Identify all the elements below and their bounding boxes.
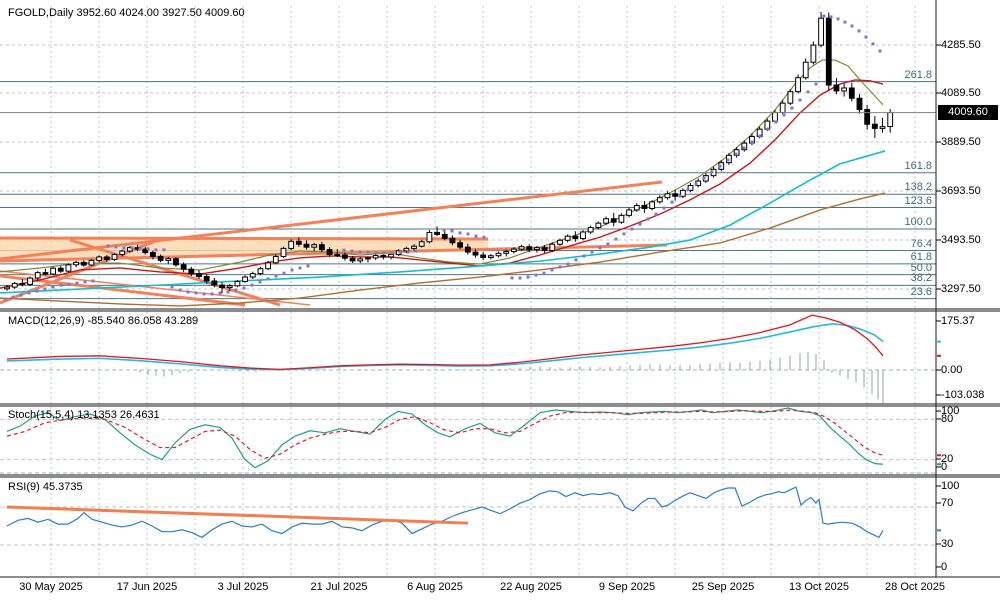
price-axis-label: 3693.50 (941, 185, 981, 197)
date-axis-label: 21 Jul 2025 (310, 581, 368, 593)
date-axis-label: 22 Aug 2025 (500, 581, 562, 593)
rsi-axis-label: 100 (941, 480, 960, 492)
price-axis-label: 3493.50 (941, 234, 981, 246)
fib-level-label: 76.4 (910, 237, 932, 250)
date-axis-label: 6 Aug 2025 (407, 581, 463, 593)
rsi-axis-label: 0 (941, 561, 948, 573)
fib-level-label: 100.0 (904, 216, 932, 229)
price-axis-label: 4285.50 (941, 39, 981, 51)
fib-level-label: 38.2 (910, 272, 932, 285)
current-price-box: 4009.60 (938, 104, 998, 120)
fib-level-label: 261.8 (904, 68, 932, 81)
chart-title: FGOLD,Daily 3952.60 4024.00 3927.50 4009… (8, 7, 245, 19)
macd-axis-label: 175.37 (941, 315, 975, 327)
fib-level-label: 50.0 (910, 261, 932, 274)
date-axis-label: 28 Oct 2025 (885, 581, 945, 593)
rsi-label: RSI(9) 45.3735 (8, 481, 83, 493)
stoch-axis-label: 20 (941, 453, 954, 465)
fib-level-label: 23.6 (910, 285, 932, 298)
fib-level-label: 123.6 (904, 194, 932, 207)
date-axis-label: 9 Sep 2025 (598, 581, 656, 593)
date-axis-label: 30 May 2025 (19, 581, 83, 593)
date-axis-label: 17 Jun 2025 (116, 581, 178, 593)
stoch-label: Stoch(15,5,4) 13.1353 26.4631 (8, 409, 160, 421)
price-axis-label: 3297.50 (941, 283, 981, 295)
date-axis-label: 13 Oct 2025 (789, 581, 849, 593)
macd-label: MACD(12,26,9) -85.540 86.058 43.289 (8, 315, 199, 327)
price-axis-label: 4089.50 (941, 87, 981, 99)
stoch-axis-label: 100 (941, 405, 960, 417)
fib-level-label: 61.8 (910, 250, 932, 263)
date-axis-label: 25 Sep 2025 (691, 581, 755, 593)
macd-axis-label: -103.038 (941, 389, 985, 401)
rsi-axis-label: 30 (941, 538, 954, 550)
fib-level-label: 138.2 (904, 181, 932, 194)
stoch-axis-label: 80 (941, 413, 954, 425)
stoch-axis-label: 0 (941, 461, 948, 473)
price-axis-label: 3889.50 (941, 136, 981, 148)
date-axis-label: 3 Jul 2025 (217, 581, 269, 593)
rsi-axis-label: 70 (941, 497, 954, 509)
fib-level-label: 161.8 (904, 159, 932, 172)
macd-axis-label: 0.00 (941, 364, 963, 376)
